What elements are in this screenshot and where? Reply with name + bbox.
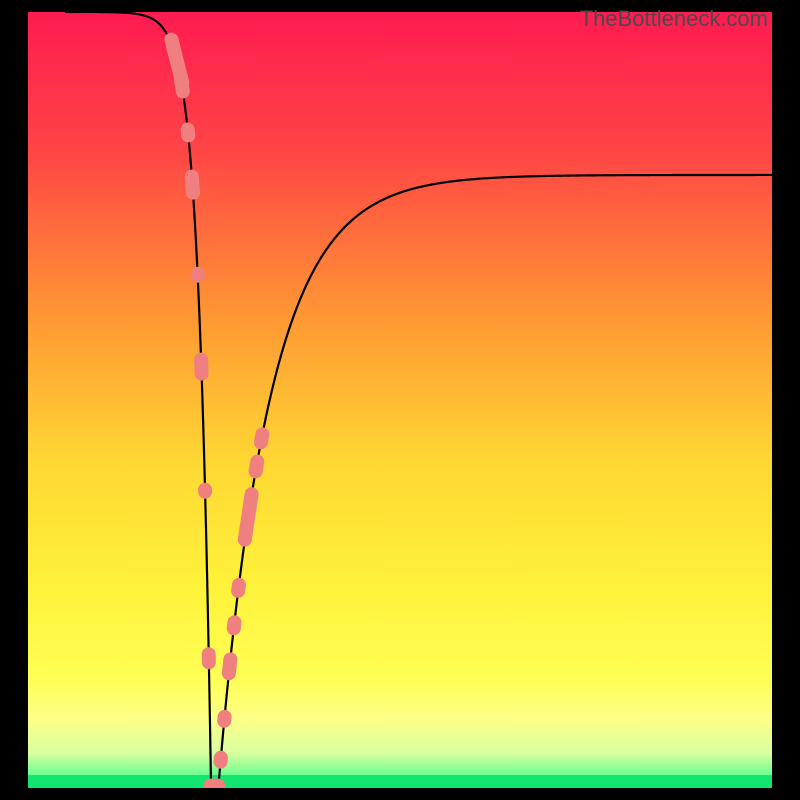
curve-marker	[213, 750, 229, 769]
curve-marker	[226, 615, 242, 636]
curve-marker	[230, 577, 246, 599]
curve-marker	[184, 169, 200, 200]
curve-marker	[253, 426, 271, 450]
curve-marker	[237, 486, 260, 547]
plot-svg	[28, 12, 772, 788]
curve-marker	[173, 74, 191, 100]
curve-marker	[198, 483, 212, 499]
bottom-green-stripe	[28, 775, 772, 788]
marker-group	[163, 31, 271, 788]
bottleneck-curve	[66, 12, 772, 786]
chart-stage: TheBottleneck.com	[0, 0, 800, 800]
curve-marker	[163, 31, 191, 91]
curve-marker	[190, 266, 205, 283]
curve-marker	[180, 122, 196, 143]
curve-marker	[194, 352, 209, 380]
curve-marker	[217, 709, 233, 728]
plot-area	[28, 12, 772, 788]
curve-marker	[247, 453, 265, 479]
watermark-text: TheBottleneck.com	[580, 6, 768, 32]
curve-marker	[202, 647, 216, 669]
curve-marker	[221, 652, 238, 681]
